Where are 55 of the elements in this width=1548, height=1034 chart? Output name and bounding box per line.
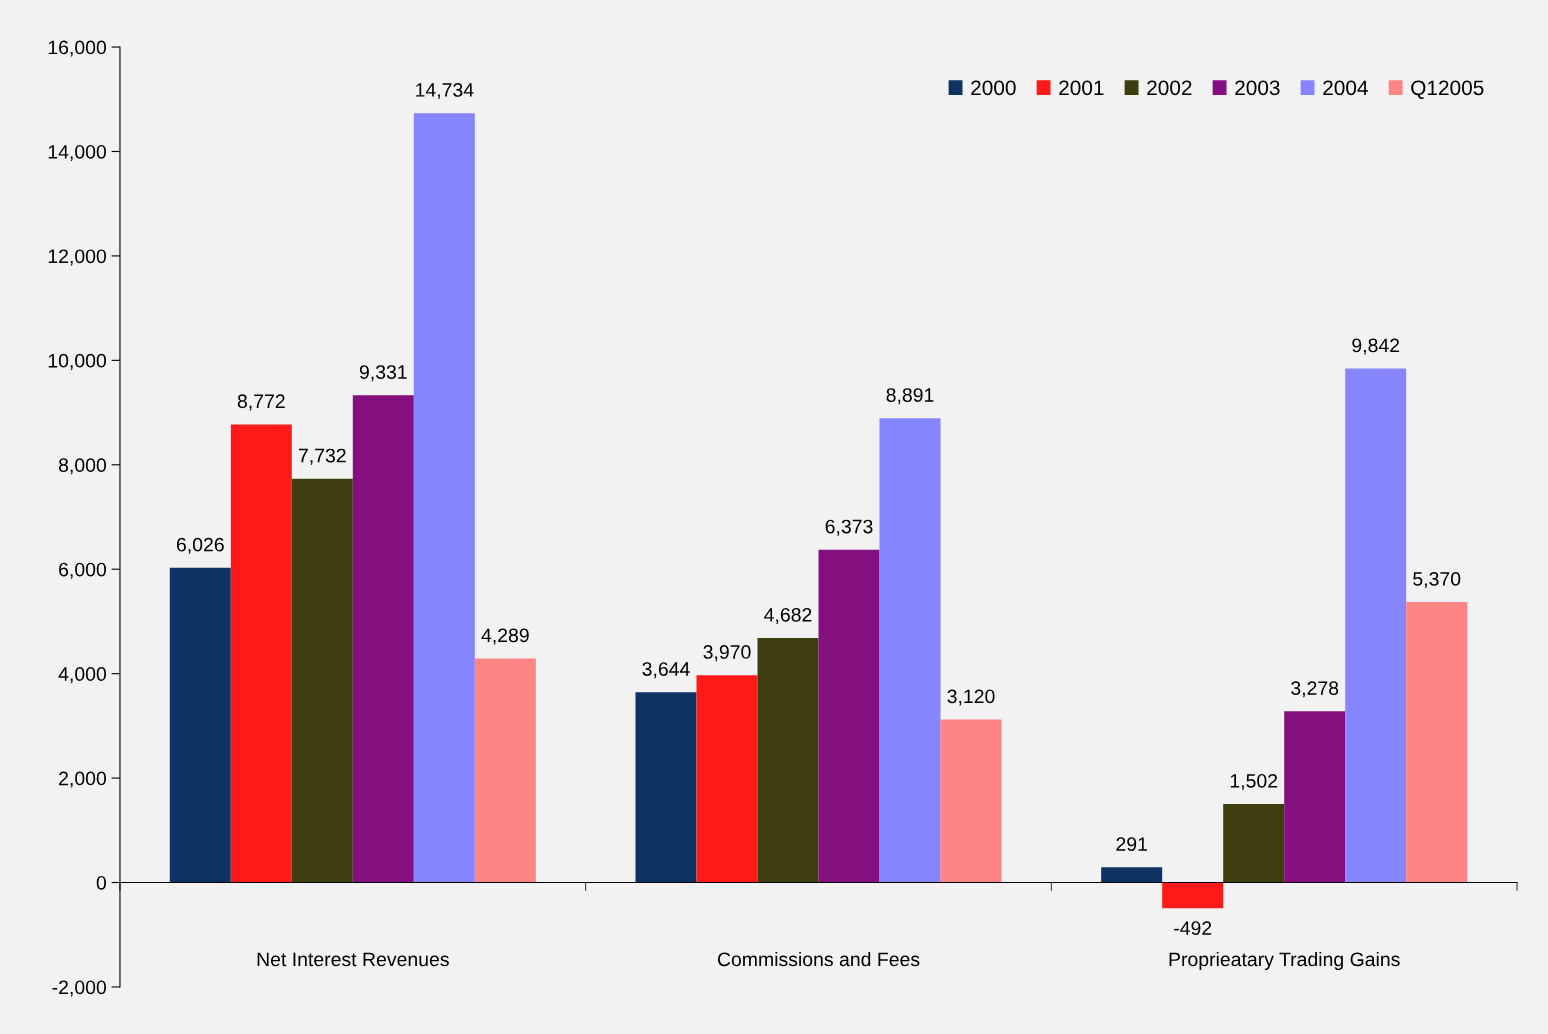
data-label: 291 xyxy=(1116,837,1147,851)
bar xyxy=(230,424,292,883)
data-label: -492 xyxy=(1174,921,1212,935)
x-tick-label: Proprieatary Trading Gains xyxy=(1169,951,1400,971)
data-label: 9,331 xyxy=(359,365,407,382)
y-tick-label: 14,000 xyxy=(48,144,107,162)
data-label: 9,842 xyxy=(1352,338,1400,355)
y-tick-label: 16,000 xyxy=(48,40,107,57)
bar xyxy=(635,692,697,883)
data-label: 5,370 xyxy=(1413,572,1461,589)
bar xyxy=(169,567,231,883)
y-tick-label: 6,000 xyxy=(59,562,107,579)
data-label: 8,891 xyxy=(886,388,934,405)
data-label: 3,120 xyxy=(947,689,995,706)
x-tick-label: Net Interest Revenues xyxy=(257,952,449,967)
legend-label: 2002 xyxy=(1147,80,1192,96)
data-label: 4,682 xyxy=(764,607,812,624)
bar xyxy=(1162,882,1224,909)
data-label: 3,644 xyxy=(642,662,690,679)
y-tick-label: -2,000 xyxy=(52,980,107,997)
data-label: 7,732 xyxy=(298,448,346,465)
bar xyxy=(413,113,475,883)
y-tick-label: 12,000 xyxy=(48,249,107,266)
data-label: 6,373 xyxy=(825,519,873,536)
legend-label: 2000 xyxy=(971,80,1016,96)
data-label: 6,026 xyxy=(176,537,224,554)
y-tick-label: 8,000 xyxy=(58,458,107,475)
data-label: 1,502 xyxy=(1230,773,1278,791)
bar xyxy=(1223,804,1285,883)
bar xyxy=(1284,711,1346,883)
y-tick-label: 4,000 xyxy=(58,667,107,684)
bar xyxy=(1406,602,1468,883)
legend-label: 2004 xyxy=(1323,80,1368,96)
bar xyxy=(352,395,414,883)
data-label: 4,289 xyxy=(481,628,529,645)
bar xyxy=(474,658,536,883)
legend-label: Q12005 xyxy=(1411,80,1484,99)
y-tick-label: 0 xyxy=(96,875,107,890)
y-tick-label: 2,000 xyxy=(59,771,107,788)
bar xyxy=(940,719,1002,883)
data-label: 8,772 xyxy=(237,394,285,411)
data-label: 3,278 xyxy=(1291,681,1339,698)
bar xyxy=(291,478,353,883)
bar xyxy=(879,418,941,883)
y-tick-label: 10,000 xyxy=(48,353,107,370)
bar xyxy=(757,638,819,883)
x-tick-label: Commissions and Fees xyxy=(717,951,920,967)
bar xyxy=(1101,867,1163,883)
bar xyxy=(696,675,758,883)
bar xyxy=(818,549,880,883)
legend-label: 2003 xyxy=(1235,80,1280,96)
bar xyxy=(1345,368,1407,883)
legend-label: 2001 xyxy=(1059,80,1104,96)
data-label: 14,734 xyxy=(416,83,474,100)
data-label: 3,970 xyxy=(703,645,751,662)
